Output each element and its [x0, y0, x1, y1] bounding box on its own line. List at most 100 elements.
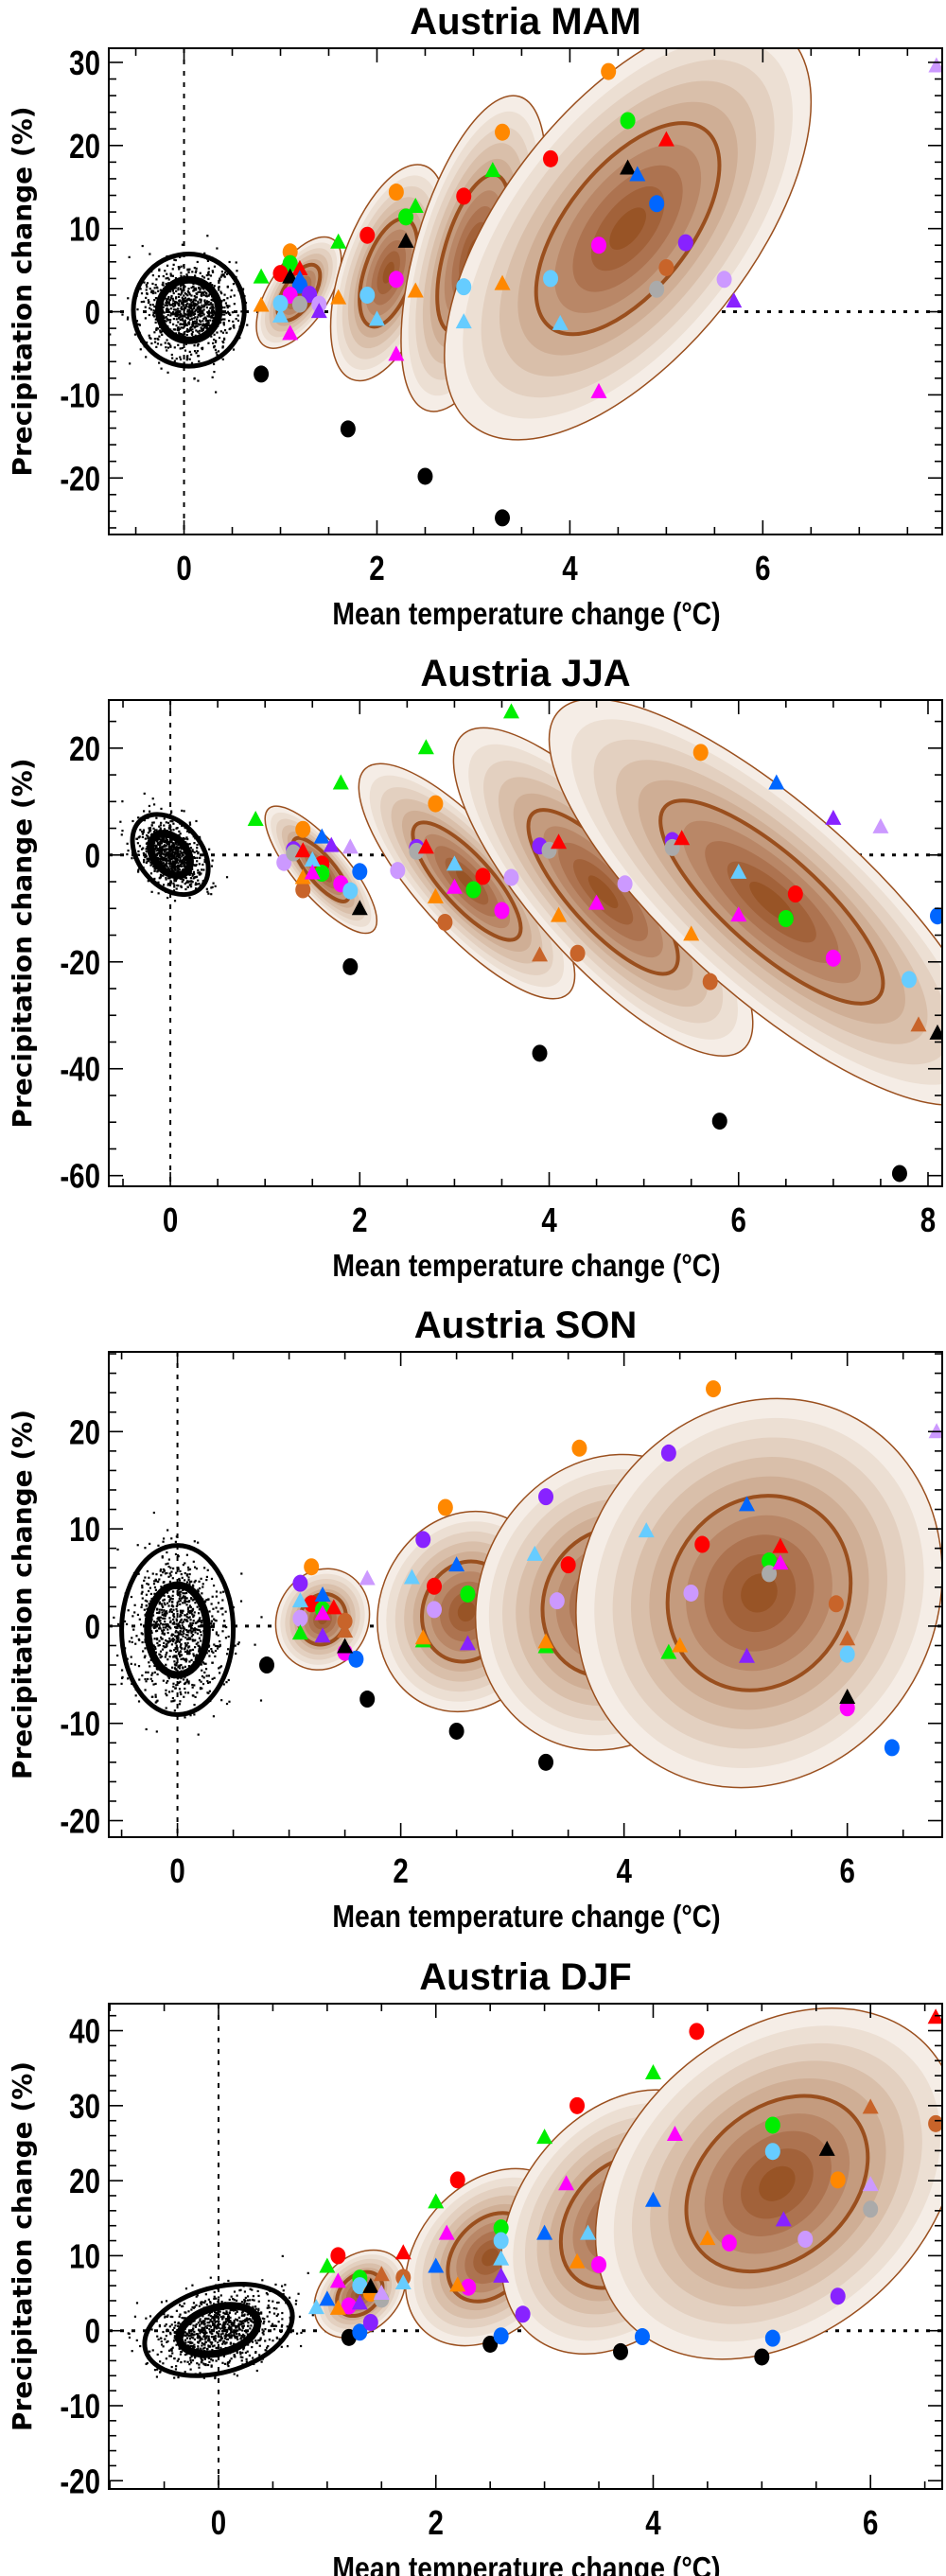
noise-dot	[181, 859, 184, 862]
noise-dot	[143, 792, 146, 795]
noise-dot	[186, 1630, 189, 1633]
noise-dot	[243, 2334, 246, 2338]
noise-dot	[243, 2298, 246, 2302]
noise-dot	[175, 1535, 178, 1538]
noise-dot	[179, 347, 182, 350]
noise-dot	[223, 2323, 226, 2326]
noise-dot	[242, 2320, 245, 2322]
noise-dot	[225, 876, 229, 879]
noise-dot	[185, 1616, 188, 1619]
noise-dot	[190, 1635, 193, 1638]
tick-marks	[109, 1352, 942, 1837]
x-tick-label: 8	[920, 1200, 936, 1238]
noise-dot	[185, 304, 188, 307]
noise-dot	[216, 1647, 219, 1650]
noise-dot	[169, 1620, 172, 1622]
noise-dot	[171, 820, 174, 823]
noise-dot	[180, 1654, 184, 1656]
model-point-circle	[409, 842, 425, 860]
noise-dot	[170, 296, 173, 300]
noise-dot	[164, 2324, 166, 2327]
noise-dot	[169, 2331, 172, 2334]
noise-dot	[210, 1603, 213, 1605]
noise-dot	[189, 2341, 192, 2345]
model-point-circle	[503, 868, 519, 886]
noise-dot	[228, 2333, 231, 2336]
noise-dot	[183, 810, 185, 813]
noise-dot	[197, 302, 200, 305]
model-point-circle	[254, 365, 270, 383]
noise-dot	[180, 1692, 183, 1696]
noise-dot	[204, 2336, 208, 2339]
noise-dot	[152, 1583, 156, 1586]
noise-dot	[188, 323, 191, 325]
noise-dot	[210, 2329, 214, 2332]
noise-dot	[188, 2363, 191, 2366]
noise-dot	[194, 887, 198, 890]
noise-dot	[252, 2321, 254, 2324]
noise-dot	[184, 1658, 186, 1662]
noise-dot	[192, 872, 196, 875]
noise-dot	[180, 1609, 183, 1613]
noise-dot	[206, 324, 210, 327]
noise-dot	[162, 1679, 165, 1682]
noise-dot	[203, 2320, 206, 2322]
noise-dot	[188, 1651, 191, 1654]
noise-dot	[213, 2325, 216, 2328]
noise-dot	[217, 286, 220, 289]
noise-dot	[166, 2314, 169, 2317]
noise-dot	[169, 849, 172, 852]
noise-dot	[198, 1649, 201, 1652]
noise-dot	[186, 1606, 190, 1609]
noise-dot	[177, 329, 181, 332]
noise-dot	[197, 851, 200, 854]
noise-dot	[200, 1621, 203, 1624]
noise-dot	[174, 1552, 178, 1556]
noise-dot	[182, 1602, 184, 1604]
noise-dot	[189, 299, 192, 302]
noise-dot	[193, 1566, 197, 1568]
noise-dot	[211, 284, 214, 287]
model-point-circle	[543, 270, 559, 288]
model-point-triangle	[674, 830, 691, 846]
noise-dot	[225, 304, 228, 307]
noise-dot	[217, 2324, 219, 2327]
noise-dot	[170, 1700, 173, 1703]
noise-dot	[147, 299, 149, 302]
model-point-circle	[359, 286, 376, 304]
noise-dot	[174, 866, 178, 868]
noise-dot	[142, 851, 145, 855]
noise-dot	[223, 329, 227, 332]
noise-dot	[252, 2305, 254, 2308]
noise-dot	[185, 300, 188, 303]
noise-dot	[149, 2315, 152, 2318]
noise-dot	[157, 1616, 160, 1619]
noise-dot	[184, 876, 187, 879]
noise-dot	[173, 2335, 177, 2338]
noise-dot	[255, 2341, 258, 2344]
noise-dot	[185, 1573, 188, 1577]
noise-dot	[211, 1628, 215, 1631]
noise-dot	[191, 1630, 194, 1633]
noise-dot	[166, 339, 168, 342]
noise-dot	[200, 298, 202, 301]
noise-dot	[196, 2362, 199, 2365]
noise-dot	[194, 288, 197, 290]
model-point-triangle	[494, 274, 511, 290]
noise-dot	[170, 2323, 173, 2326]
noise-dot	[153, 299, 156, 302]
noise-dot	[207, 892, 210, 895]
noise-dot	[198, 1618, 201, 1621]
noise-dot	[203, 1601, 206, 1603]
noise-dot	[198, 2330, 201, 2333]
noise-dot	[177, 1623, 180, 1626]
noise-dot	[160, 2350, 163, 2354]
noise-dot	[195, 352, 198, 355]
noise-dot	[198, 871, 201, 874]
noise-dot	[182, 304, 184, 307]
noise-dot	[156, 2335, 159, 2338]
noise-dot	[191, 2344, 194, 2348]
noise-dot	[224, 2318, 227, 2321]
noise-dot	[210, 1577, 214, 1581]
noise-dot	[168, 290, 172, 293]
